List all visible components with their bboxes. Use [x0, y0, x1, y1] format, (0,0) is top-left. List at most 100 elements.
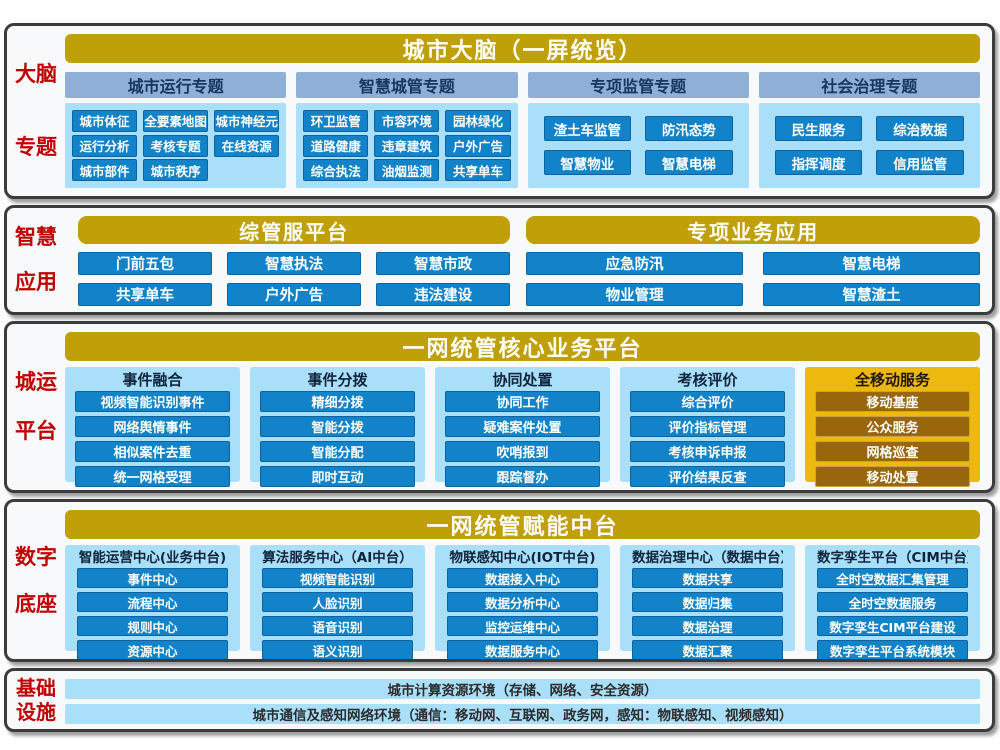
topic-group-title: 专项监管专题 — [527, 72, 749, 98]
side-label-line: 专题 — [15, 135, 57, 159]
topic-group-special-supervision: 专项监管专题 渣土车监管 防汛态势 智慧物业 智慧电梯 — [527, 72, 749, 188]
group-title: 事件融合 — [122, 371, 183, 389]
layer-brain-topics: 大脑 专题 城市大脑（一屏统览） 城市运行专题 城市体征 全要素地图 城市神经元 运行… — [4, 23, 995, 199]
layer-digital-base: 数字 底座 一网统管赋能中台 智能运营中心(业务中台) 事件中心 流程中心 规则中心… — [4, 499, 995, 662]
layer-operation-platform: 城运 平台 一网统管核心业务平台 事件融合 视频智能识别事件 网络舆情事件 相似案件… — [4, 321, 995, 493]
group-items: 数据共享 数据归集 数据治理 数据汇聚 — [632, 568, 783, 659]
platform-layer-title: 一网统管核心业务平台 — [65, 332, 980, 362]
base-button: 语义识别 — [262, 640, 413, 659]
app-button: 应急防汛 — [526, 252, 744, 275]
base-button: 全时空数据汇集管理 — [817, 568, 968, 588]
base-group-data-center: 数据治理中心（数据中台） 数据共享 数据归集 数据治理 数据汇聚 — [620, 545, 795, 659]
base-button: 流程中心 — [77, 592, 228, 612]
section-special-business-apps: 专项业务应用 应急防汛 智慧电梯 物业管理 智慧渣土 — [526, 216, 980, 306]
app-button: 物业管理 — [526, 283, 744, 306]
topic-button: 综治数据 — [876, 116, 964, 141]
topic-group-social-governance: 社会治理专题 民生服务 综治数据 指挥调度 信用监管 — [758, 72, 980, 188]
layer-infrastructure: 基础 设施 城市计算资源环境（存储、网络、安全资源） 城市通信及感知网络环境（通… — [4, 668, 995, 732]
topic-button: 民生服务 — [774, 116, 863, 141]
group-title: 协同处置 — [492, 371, 553, 389]
topic-button: 市容环境 — [374, 109, 440, 132]
group-title: 全移动服务 — [854, 371, 930, 389]
group-items: 精细分拨 智能分拨 智能分配 即时互动 — [260, 391, 415, 490]
app-button: 智慧市政 — [376, 252, 511, 275]
more-dots: ...... — [505, 488, 540, 490]
group-title: 考核评价 — [677, 371, 738, 389]
topic-button: 在线资源 — [214, 134, 280, 157]
topic-button: 道路健康 — [303, 134, 369, 157]
base-button: 人脸识别 — [262, 592, 413, 612]
base-button: 数据汇聚 — [632, 640, 783, 659]
app-button: 门前五包 — [78, 252, 213, 275]
topic-button: 城市部件 — [72, 159, 138, 182]
side-label-line: 基础 — [16, 675, 56, 700]
more-dots: ...... — [690, 488, 725, 490]
group-items: 数据接入中心 数据分析中心 监控运维中心 数据服务中心 — [447, 568, 598, 659]
platform-button: 公众服务 — [815, 416, 970, 437]
topic-button: 渣土车监管 — [543, 116, 632, 141]
base-group-iot-center: 物联感知中心(IOT中台) 数据接入中心 数据分析中心 监控运维中心 数据服务中心 — [435, 545, 610, 659]
topic-button: 共享单车 — [445, 159, 511, 182]
topic-group-items: 环卫监管 市容环境 园林绿化 道路健康 违章建筑 户外广告 综合执法 油烟监测 共享单车 — [296, 103, 518, 188]
topic-button: 全要素地图 — [143, 109, 209, 132]
brain-layer-title: 城市大脑（一屏统览） — [65, 34, 980, 64]
base-group-ai-center: 算法服务中心（AI中台） 视频智能识别 人脸识别 语音识别 语义识别 — [250, 545, 425, 659]
group-items: 视频智能识别事件 网络舆情事件 相似案件去重 统一网格受理 — [75, 391, 230, 490]
platform-button: 评价指标管理 — [630, 416, 785, 437]
base-group-business-center: 智能运营中心(业务中台) 事件中心 流程中心 规则中心 资源中心 — [65, 545, 240, 659]
base-button: 数据接入中心 — [447, 568, 598, 588]
base-button: 视频智能识别 — [262, 568, 413, 588]
base-button: 数据共享 — [632, 568, 783, 588]
section-title: 综管服平台 — [78, 216, 511, 244]
group-items: 视频智能识别 人脸识别 语音识别 语义识别 — [262, 568, 413, 659]
topic-button: 综合执法 — [303, 159, 369, 182]
base-button: 数据服务中心 — [447, 640, 598, 659]
side-label-line: 大脑 — [15, 62, 57, 86]
more-dots: ...... — [320, 488, 355, 490]
platform-button: 统一网格受理 — [75, 466, 230, 487]
topic-group-items: 渣土车监管 防汛态势 智慧物业 智慧电梯 — [527, 103, 749, 188]
platform-button: 综合评价 — [630, 391, 785, 412]
platform-side-label: 城运 平台 — [7, 324, 65, 490]
side-label-line: 设施 — [16, 699, 56, 724]
base-button: 数字孪生CIM平台建设 — [817, 616, 968, 636]
topic-group-title: 城市运行专题 — [65, 72, 287, 98]
topic-button: 运行分析 — [72, 134, 138, 157]
topic-button: 城市秩序 — [143, 159, 209, 182]
platform-button: 疑难案件处置 — [445, 416, 600, 437]
section-integrated-mgmt-platform: 综管服平台 门前五包 智慧执法 智慧市政 共享单车 户外广告 违法建设 — [78, 216, 511, 306]
topic-button: 园林绿化 — [445, 109, 511, 132]
topic-button: 环卫监管 — [303, 109, 369, 132]
apps-side-label: 智慧 应用 — [7, 208, 65, 312]
topic-group-city-operation: 城市运行专题 城市体征 全要素地图 城市神经元 运行分析 考核专题 在线资源 城市部件 城市秩… — [65, 72, 287, 188]
base-button: 数字孪生平台系统模块 — [817, 640, 968, 659]
topic-button: 城市体征 — [72, 109, 138, 132]
topic-group-items: 城市体征 全要素地图 城市神经元 运行分析 考核专题 在线资源 城市部件 城市秩序 — [65, 103, 287, 188]
group-items: 移动基座 公众服务 网格巡查 移动处置 — [815, 391, 970, 490]
topic-button: 考核专题 — [143, 134, 209, 157]
topic-group-title: 智慧城管专题 — [296, 72, 518, 98]
platform-button: 视频智能识别事件 — [75, 391, 230, 412]
group-title: 物联感知中心(IOT中台) — [449, 550, 596, 566]
group-items: 事件中心 流程中心 规则中心 资源中心 — [77, 568, 228, 659]
app-button-row: 物业管理 智慧渣土 — [526, 283, 980, 306]
app-button-row: 门前五包 智慧执法 智慧市政 — [78, 252, 511, 275]
platform-button: 跟踪督办 — [445, 466, 600, 487]
side-label-line: 数字 — [15, 544, 57, 569]
side-label-line: 城运 — [15, 370, 57, 394]
side-label-line: 底座 — [15, 591, 57, 616]
platform-button: 移动处置 — [815, 466, 970, 487]
infra-computing-resources: 城市计算资源环境（存储、网络、安全资源） — [65, 679, 980, 699]
base-button: 资源中心 — [77, 640, 228, 659]
app-button-row: 共享单车 户外广告 违法建设 — [78, 283, 511, 306]
topic-button: 指挥调度 — [774, 150, 863, 175]
group-title: 数据治理中心（数据中台） — [632, 550, 783, 566]
base-button: 监控运维中心 — [447, 616, 598, 636]
group-title: 事件分拨 — [307, 371, 368, 389]
